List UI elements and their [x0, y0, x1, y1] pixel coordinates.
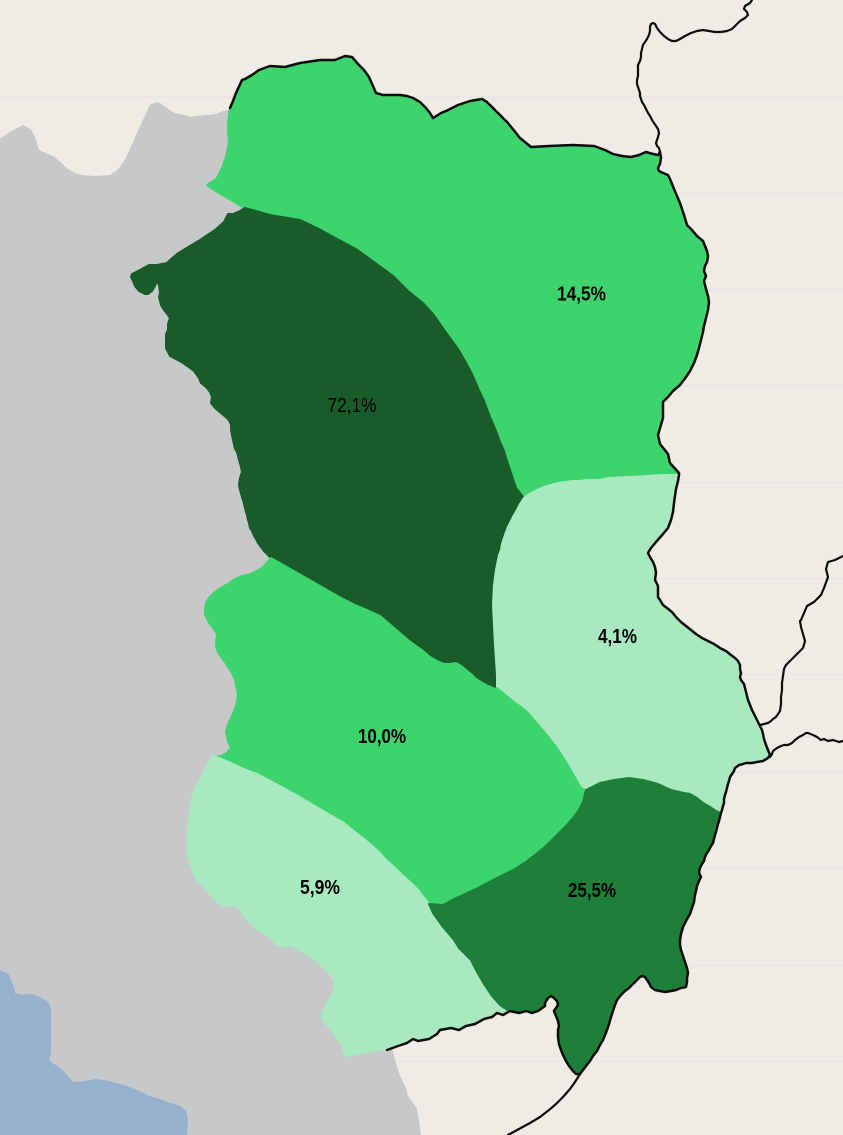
svg-text:72,1%: 72,1%: [328, 394, 377, 417]
svg-text:10,0%: 10,0%: [358, 725, 406, 748]
svg-text:5,9%: 5,9%: [300, 876, 340, 899]
svg-text:4,1%: 4,1%: [598, 625, 637, 648]
svg-text:14,5%: 14,5%: [557, 283, 606, 306]
svg-text:25,5%: 25,5%: [568, 879, 616, 902]
